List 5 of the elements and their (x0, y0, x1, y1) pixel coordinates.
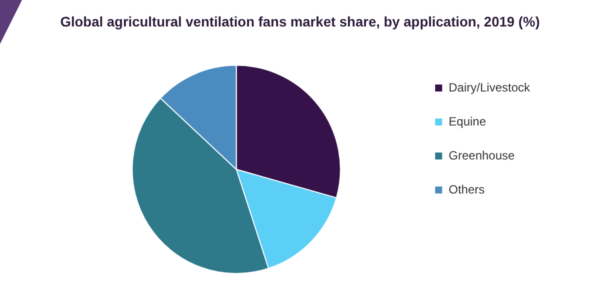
legend-label: Dairy/Livestock (448, 80, 531, 94)
chart-title: Global agricultural ventilation fans market share, by application, 2019 (%) (60, 13, 540, 30)
legend-label: Equine (448, 114, 486, 128)
legend-label: Greenhouse (448, 148, 516, 162)
legend-label: Others (448, 182, 485, 196)
